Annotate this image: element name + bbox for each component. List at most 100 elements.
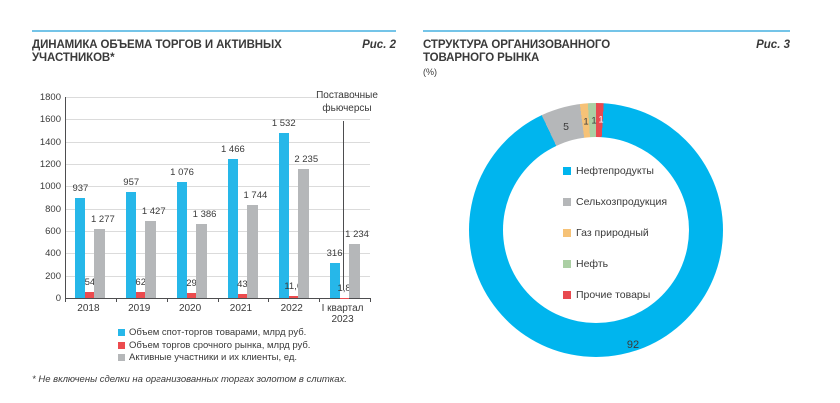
- gridline: [65, 275, 370, 277]
- slice-value-oil-products: 92: [626, 339, 640, 351]
- bar-value-label: 43: [237, 278, 248, 290]
- bar-value-label: 54: [84, 277, 96, 289]
- bar-value-label: 937: [72, 183, 89, 195]
- bar-value-label: 29: [186, 278, 197, 290]
- x-axis-tick: [268, 298, 270, 302]
- legend-item-agriculture: Сельхозпродукция: [563, 196, 667, 227]
- bar-value-label: 1 427: [141, 205, 166, 217]
- bar-2018-s0: [75, 198, 86, 298]
- bar-2022-s0: [278, 133, 289, 298]
- legend-item-crude-oil: Нефть: [563, 258, 667, 289]
- x-axis-tick: [319, 298, 321, 302]
- x-axis-tick: [65, 298, 66, 302]
- participants-swatch-icon: [118, 354, 125, 361]
- donut-legend: Нефтепродукты Сельхозпродукция Газ приро…: [563, 165, 667, 320]
- y-axis-tick-label: 0: [55, 293, 61, 304]
- bar-2020-s1: [187, 293, 197, 298]
- figure-3-top-rule: [423, 30, 790, 32]
- y-axis-tick-label: 1400: [39, 136, 61, 148]
- y-axis-tick-label: 1800: [39, 92, 61, 103]
- bar-value-label: 316: [326, 248, 343, 260]
- figure-2-number: Рис. 2: [362, 39, 396, 51]
- bar-value-label: 1 277: [91, 214, 115, 226]
- legend-item-label: Активные участники и их клиенты, ед.: [129, 352, 298, 363]
- bar-2022-s2: [297, 169, 309, 298]
- bar-value-label: 957: [123, 176, 140, 188]
- legend-item-label: Нефть: [576, 258, 609, 270]
- bar-2021-s2: [246, 204, 258, 298]
- slice-value-agriculture: 5: [563, 121, 569, 133]
- slice-value-natural-gas: 1: [583, 116, 589, 128]
- bar-2018-s1: [85, 292, 95, 298]
- gridline: [65, 231, 370, 232]
- natural-gas-swatch-icon: [563, 229, 571, 237]
- bar-Iквартал2023-s0: [329, 263, 340, 298]
- bar-chart-legend: Объем спот-торгов товарами, млрд руб. Об…: [118, 327, 310, 365]
- bar-2018-s2: [94, 229, 106, 298]
- donut-chart: [469, 103, 723, 357]
- x-axis-category-label: 2019: [128, 303, 151, 314]
- figure-2-footnote: * Не включены сделки на организованных т…: [32, 374, 347, 385]
- x-axis-tick: [115, 298, 117, 302]
- legend-item-label: Объем торгов срочного рынка, млрд руб.: [129, 339, 311, 351]
- bar-2020-s2: [196, 223, 208, 298]
- bar-2021-s1: [237, 293, 247, 298]
- gridline: [65, 208, 370, 210]
- x-axis-tick: [217, 298, 219, 302]
- bar-value-label: 2 235: [294, 154, 319, 166]
- y-axis-tick-label: 1200: [39, 159, 61, 170]
- crude-oil-swatch-icon: [563, 260, 571, 268]
- futures-marker-line: [343, 121, 344, 290]
- x-axis-tick: [166, 298, 168, 302]
- y-axis-tick-label: 400: [45, 248, 61, 260]
- legend-item-participants: Активные участники и их клиенты, ед.: [118, 352, 310, 365]
- bar-2021-s0: [227, 158, 238, 298]
- y-axis-line: [65, 97, 66, 298]
- figure-3-title: СТРУКТУРА ОРГАНИЗОВАННОГО ТОВАРНОГО РЫНК…: [423, 39, 611, 64]
- y-axis-tick-label: 200: [45, 270, 61, 282]
- bar-Iквартал2023-s2: [348, 243, 360, 298]
- legend-item-label: Сельхозпродукция: [576, 196, 668, 208]
- derivatives-volume-swatch-icon: [118, 341, 125, 349]
- gridline: [65, 253, 370, 255]
- legend-item-natural-gas: Газ природный: [563, 227, 667, 258]
- bar-2022-s1: [288, 295, 298, 298]
- bar-value-label: 1 744: [243, 189, 268, 201]
- bar-2020-s0: [177, 181, 188, 298]
- slice-value-crude-oil: 1: [591, 115, 597, 127]
- legend-item-label: Нефтепродукты: [576, 165, 654, 177]
- bar-2019-s0: [126, 191, 137, 298]
- other-goods-swatch-icon: [563, 291, 571, 299]
- y-axis-tick-label: 1600: [39, 114, 61, 126]
- donut-hole: [503, 137, 689, 323]
- legend-item-derivatives: Объем торгов срочного рынка, млрд руб.: [118, 340, 310, 353]
- y-axis-tick-label: 1000: [39, 181, 61, 193]
- bar-value-label: 1 532: [271, 118, 296, 130]
- slice-value-other-goods: 1: [598, 114, 604, 126]
- legend-item-label: Прочие товары: [576, 289, 651, 301]
- figure-3-number: Рис. 3: [756, 39, 790, 51]
- legend-item-label: Объем спот-торгов товарами, млрд руб.: [129, 327, 307, 338]
- x-axis-tick: [370, 298, 371, 302]
- legend-item-label: Газ природный: [576, 227, 649, 239]
- x-axis-category-label: 2022: [280, 303, 303, 314]
- bar-value-label: 1 386: [192, 208, 217, 220]
- gridline: [65, 97, 370, 98]
- bar-value-label: 1 076: [170, 166, 194, 178]
- x-axis-category-label: 2020: [178, 303, 202, 314]
- gridline: [65, 119, 370, 121]
- x-axis-category-label: I квартал 2023: [321, 303, 364, 325]
- gridline: [65, 164, 370, 165]
- gridline: [65, 141, 370, 143]
- y-axis-tick-label: 600: [45, 226, 61, 237]
- legend-item-spot: Объем спот-торгов товарами, млрд руб.: [118, 327, 310, 340]
- bar-value-label: 11,6: [284, 280, 303, 292]
- legend-item-other-goods: Прочие товары: [563, 289, 667, 320]
- figure-3-unit: (%): [423, 67, 437, 77]
- bar-2019-s2: [145, 220, 157, 298]
- bar-chart-annotation: Поставочные фьючерсы: [316, 90, 378, 114]
- x-axis-category-label: 2018: [77, 303, 100, 314]
- bar-value-label: 1 466: [221, 143, 245, 155]
- oil-products-swatch-icon: [563, 167, 571, 175]
